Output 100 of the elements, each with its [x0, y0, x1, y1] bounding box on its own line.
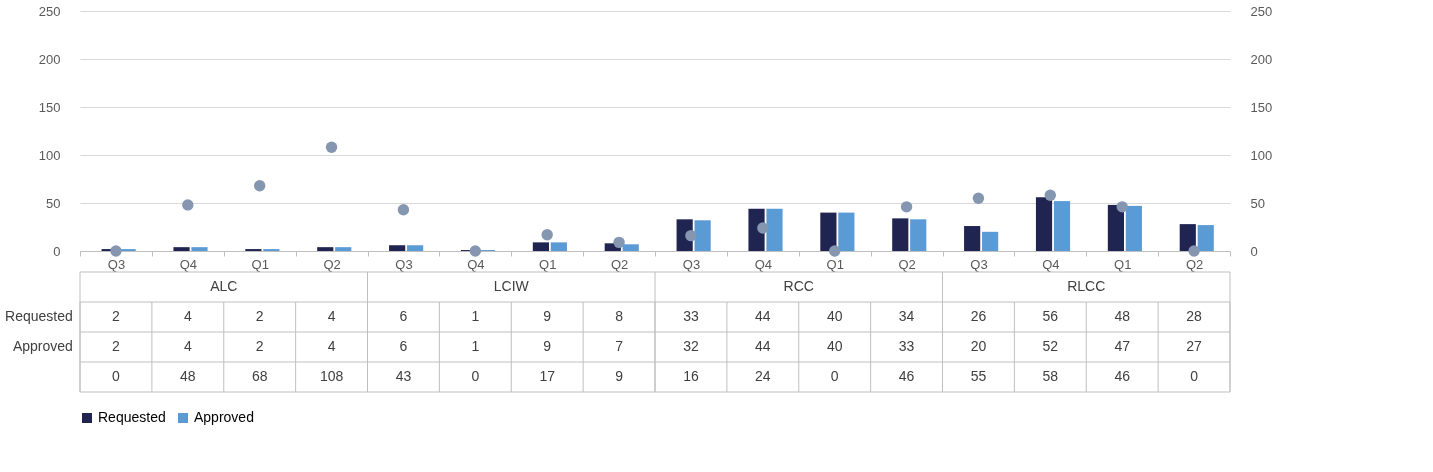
point: [469, 245, 482, 257]
x-tick-label: Q1: [826, 256, 844, 272]
bar: [964, 226, 981, 251]
data-label: 8: [615, 308, 624, 324]
bar: [766, 208, 783, 251]
point: [1044, 189, 1057, 202]
bar: [407, 245, 424, 251]
point: [253, 180, 266, 192]
x-tick-label: Q3: [682, 256, 701, 272]
data-label: 4: [183, 338, 192, 354]
text: Requested: [5, 308, 73, 324]
point: [1116, 201, 1128, 213]
text: LCIW: [493, 278, 530, 294]
bar: [892, 218, 909, 251]
x-tick-label: Q4: [467, 256, 485, 272]
x-tick-label: Q4: [754, 256, 772, 272]
data-label: 46: [898, 368, 915, 384]
data-label: 0: [471, 368, 480, 384]
data-label: 2: [255, 338, 264, 354]
data-label: 33: [898, 338, 915, 354]
bar: [622, 244, 639, 251]
data-label: 0: [1190, 368, 1199, 384]
data-label: 55: [970, 368, 987, 384]
x-tick-label: Q4: [179, 256, 197, 272]
point: [757, 222, 769, 234]
bar: [982, 231, 999, 251]
data-label: 68: [251, 368, 268, 384]
data-label: 56: [1042, 308, 1059, 324]
legend-label: Approved: [194, 409, 254, 425]
bar: [1107, 204, 1124, 251]
data-label: 44: [755, 308, 771, 324]
y2-tick-label: 100: [1250, 147, 1273, 163]
text: ALC: [210, 278, 238, 294]
data-label: 9: [543, 308, 552, 324]
x-tick-label: Q2: [323, 256, 341, 272]
bar: [532, 242, 549, 251]
bar: [910, 219, 927, 251]
data-label: 48: [1114, 308, 1131, 324]
bar: [1035, 197, 1053, 251]
x-tick-label: Q1: [1114, 256, 1132, 272]
x-tick-label: Q2: [898, 256, 916, 272]
text: RCC: [783, 278, 814, 294]
x-tick-label: Q3: [107, 256, 126, 272]
data-label: 28: [1186, 308, 1203, 324]
bar: [1197, 225, 1214, 251]
data-label: 0: [112, 368, 121, 384]
bar: [317, 247, 334, 251]
y2-tick-label: 200: [1250, 51, 1273, 67]
data-label: 20: [970, 338, 987, 354]
data-label: 6: [399, 308, 408, 324]
bar: [694, 220, 711, 251]
data-label: 9: [615, 368, 624, 384]
y2-tick-label: 150: [1250, 99, 1273, 115]
bar: [335, 247, 352, 251]
data-label: 6: [399, 338, 408, 354]
data-label: 4: [183, 308, 192, 324]
data-label: 4: [327, 308, 336, 324]
data-label: 4: [327, 338, 336, 354]
y2-tick-label: 250: [1250, 3, 1273, 19]
data-label: 52: [1042, 338, 1059, 354]
bar: [389, 245, 406, 251]
data-label: 26: [970, 308, 987, 324]
legend-label: Requested: [98, 409, 166, 425]
y-tick-label: 200: [38, 51, 61, 67]
x-tick-label: Q1: [251, 256, 269, 272]
bar: [820, 212, 837, 251]
data-label: 7: [615, 338, 624, 354]
bar: [191, 247, 208, 251]
x-tick-label: Q2: [610, 256, 629, 272]
data-label: 40: [826, 338, 843, 354]
data-label: 17: [539, 368, 556, 384]
x-tick-label: Q3: [395, 256, 413, 272]
data-label: 47: [1114, 338, 1131, 354]
data-label: 44: [755, 338, 771, 354]
x-tick-label: Q3: [970, 256, 988, 272]
data-label: 1: [471, 338, 480, 354]
y2-tick-label: 50: [1250, 195, 1265, 211]
bar: [550, 242, 567, 251]
bar: [1179, 224, 1196, 251]
data-label: 9: [543, 338, 552, 354]
point: [613, 236, 625, 249]
data-label: 0: [830, 368, 839, 384]
y-tick-label: 250: [38, 3, 61, 19]
x-tick-label: Q2: [1185, 256, 1204, 272]
data-label: 58: [1042, 368, 1059, 384]
point: [110, 245, 122, 257]
y-tick-label: 50: [46, 195, 61, 211]
data-label: 27: [1186, 338, 1203, 354]
data-label: 24: [755, 368, 771, 384]
data-label: 1: [471, 308, 480, 324]
data-label: 46: [1114, 368, 1131, 384]
point: [182, 199, 194, 211]
bar: [1053, 201, 1071, 251]
data-label: 33: [683, 308, 699, 324]
point: [972, 192, 985, 204]
data-label: 16: [683, 368, 699, 384]
y2-tick-label: 0: [1250, 243, 1258, 259]
point: [397, 204, 410, 216]
text: Approved: [12, 338, 73, 354]
data-label: 2: [255, 308, 264, 324]
